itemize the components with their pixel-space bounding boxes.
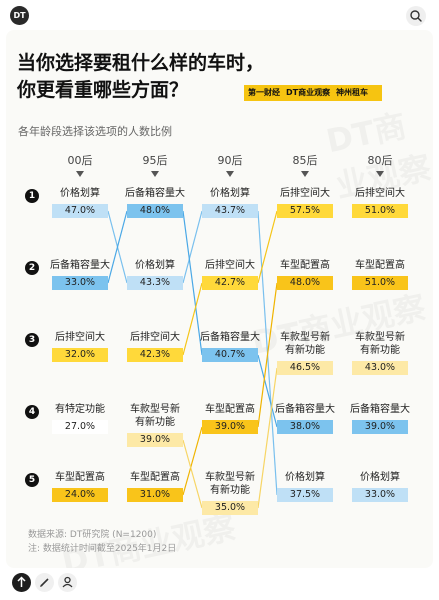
option-label: 车款型号新 有新功能 <box>205 472 255 496</box>
brand-logo: DT商业观察 <box>286 88 331 97</box>
connector-line <box>182 210 203 356</box>
connector-line <box>182 210 203 284</box>
option-label: 车型配置高 <box>130 472 180 483</box>
option-value: 48.0% <box>277 276 333 290</box>
connector-line <box>257 354 278 428</box>
share-button[interactable] <box>12 573 31 592</box>
option-label: 车款型号新 有新功能 <box>355 332 405 356</box>
option-value: 33.0% <box>352 488 408 502</box>
option-label: 后备箱容量大 <box>125 188 185 199</box>
option-value: 32.0% <box>52 348 108 362</box>
option-label: 后备箱容量大 <box>275 404 335 415</box>
date-note: 注: 数据统计时间截至2025年1月2日 <box>28 544 177 554</box>
column-header: 80后 <box>367 154 393 167</box>
option-label: 车型配置高 <box>205 404 255 415</box>
column-arrow <box>151 171 159 177</box>
option-value: 43.0% <box>352 361 408 375</box>
option-label: 后排空间大 <box>280 188 330 199</box>
rank-badge: 4 <box>25 405 39 419</box>
option-label: 价格划算 <box>285 472 325 483</box>
upload-icon <box>17 576 26 587</box>
top-bar <box>0 0 439 30</box>
connector-line <box>182 439 203 509</box>
option-value: 57.5% <box>277 204 333 218</box>
option-value: 39.0% <box>202 420 258 434</box>
option-label: 后备箱容量大 <box>350 404 410 415</box>
profile-button[interactable] <box>58 573 77 592</box>
option-value: 39.0% <box>127 433 183 447</box>
chart-subtitle: 各年龄段选择该选项的人数比例 <box>18 125 172 138</box>
pencil-icon <box>40 578 49 587</box>
option-label: 价格划算 <box>135 260 175 271</box>
option-value: 37.5% <box>277 488 333 502</box>
option-value: 51.0% <box>352 204 408 218</box>
infographic-card <box>6 30 433 568</box>
search-button[interactable] <box>406 6 426 26</box>
option-label: 价格划算 <box>210 188 250 199</box>
column-arrow <box>76 171 84 177</box>
option-label: 后排空间大 <box>55 332 105 343</box>
column-header: 95后 <box>142 154 168 167</box>
source-note: 数据来源: DT研究院 (N=1200) <box>28 530 157 540</box>
option-label: 车型配置高 <box>355 260 405 271</box>
connector-line <box>182 282 203 356</box>
option-value: 48.0% <box>127 204 183 218</box>
option-value: 47.0% <box>52 204 108 218</box>
option-value: 35.0% <box>202 501 258 515</box>
connector-line <box>257 367 278 509</box>
option-label: 车款型号新 有新功能 <box>130 404 180 428</box>
option-value: 39.0% <box>352 420 408 434</box>
option-value: 33.0% <box>52 276 108 290</box>
option-label: 后排空间大 <box>130 332 180 343</box>
column-arrow <box>226 171 234 177</box>
option-label: 后排空间大 <box>355 188 405 199</box>
dt-logo[interactable]: DT <box>10 6 29 25</box>
option-label: 车型配置高 <box>55 472 105 483</box>
option-value: 40.7% <box>202 348 258 362</box>
column-header: 00后 <box>67 154 93 167</box>
option-value: 43.7% <box>202 204 258 218</box>
page-title: 当你选择要租什么样的车时， 你更看重哪些方面？ <box>17 50 264 104</box>
title-line: 当你选择要租什么样的车时， <box>17 52 265 74</box>
column-arrow <box>301 171 309 177</box>
option-value: 46.5% <box>277 361 333 375</box>
search-icon <box>410 10 422 22</box>
option-label: 后排空间大 <box>205 260 255 271</box>
brand-strip <box>244 85 382 101</box>
rank-badge: 3 <box>25 333 39 347</box>
option-label: 后备箱容量大 <box>50 260 110 271</box>
option-value: 42.7% <box>202 276 258 290</box>
option-value: 51.0% <box>352 276 408 290</box>
connector-line <box>257 282 278 428</box>
option-label: 价格划算 <box>360 472 400 483</box>
column-header: 85后 <box>292 154 318 167</box>
option-value: 27.0% <box>52 420 108 434</box>
connector-line <box>257 210 278 284</box>
title-line: 你更看重哪些方面？ <box>17 79 189 101</box>
rank-badge: 2 <box>25 261 39 275</box>
option-label: 车型配置高 <box>280 260 330 271</box>
connector-line <box>107 210 128 284</box>
brand-logo: 神州租车 <box>336 88 368 97</box>
option-label: 后备箱容量大 <box>200 332 260 343</box>
edit-button[interactable] <box>35 573 54 592</box>
column-arrow <box>376 171 384 177</box>
rank-badge: 5 <box>25 473 39 487</box>
option-value: 38.0% <box>277 420 333 434</box>
column-header: 90后 <box>217 154 243 167</box>
option-label: 车款型号新 有新功能 <box>280 332 330 356</box>
connector-line <box>182 426 203 496</box>
option-value: 42.3% <box>127 348 183 362</box>
option-value: 43.3% <box>127 276 183 290</box>
person-icon <box>62 576 73 588</box>
option-label: 有特定功能 <box>55 404 105 415</box>
brand-logo: 第一财经 <box>248 88 280 97</box>
option-label: 价格划算 <box>60 188 100 199</box>
option-value: 31.0% <box>127 488 183 502</box>
rank-badge: 1 <box>25 189 39 203</box>
option-value: 24.0% <box>52 488 108 502</box>
